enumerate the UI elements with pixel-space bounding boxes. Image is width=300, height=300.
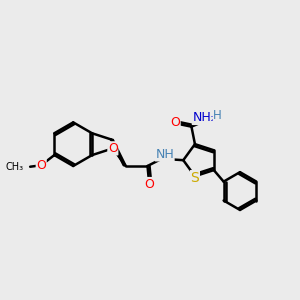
Text: O: O [36, 159, 46, 172]
Text: NH₂: NH₂ [192, 111, 216, 124]
Text: O: O [170, 116, 180, 129]
Text: NH: NH [155, 148, 174, 161]
Text: H: H [213, 109, 222, 122]
Text: O: O [108, 142, 118, 155]
Text: S: S [190, 171, 199, 185]
Text: O: O [144, 178, 154, 190]
Text: CH₃: CH₃ [6, 162, 24, 172]
